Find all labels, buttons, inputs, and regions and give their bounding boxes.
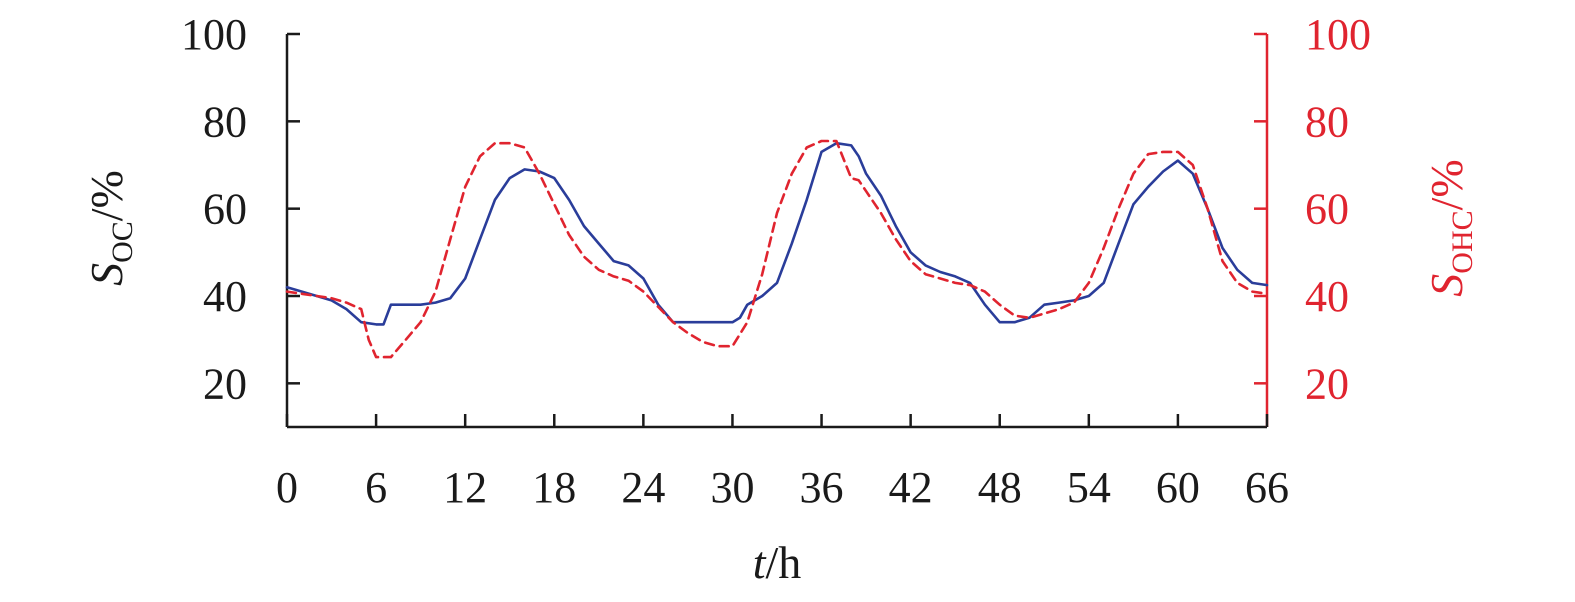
y-left-tick-label-80: 80 (203, 97, 247, 146)
x-tick-label-6: 6 (365, 463, 387, 512)
x-tick-label-30: 30 (710, 463, 754, 512)
labels-layer: 0 6 12 18 24 30 36 42 48 54 60 66 20 40 60 80 100 20 40 60 8… (181, 10, 1371, 512)
x-axis-title: t/h (753, 537, 802, 588)
y-left-title-sub: OC (106, 221, 139, 263)
x-tick-label-42: 42 (889, 463, 933, 512)
y-right-tick-label-40: 40 (1305, 272, 1349, 321)
y-right-title-main: S (1421, 274, 1472, 297)
x-tick-label-54: 54 (1067, 463, 1111, 512)
x-tick-label-12: 12 (443, 463, 487, 512)
x-title-italic: t (753, 537, 767, 588)
x-tick-label-60: 60 (1156, 463, 1200, 512)
y-right-tick-label-60: 60 (1305, 185, 1349, 234)
y-left-tick-label-40: 40 (203, 272, 247, 321)
y-left-tick-label-20: 20 (203, 359, 247, 408)
x-tick-label-18: 18 (532, 463, 576, 512)
y-left-tick-label-60: 60 (203, 185, 247, 234)
y-right-axis-title: SOHC/% (1421, 159, 1479, 296)
y-left-title-main: S (81, 263, 132, 286)
y-right-tick-label-80: 80 (1305, 97, 1349, 146)
y-left-title-unit: /% (81, 170, 132, 221)
y-left-axis-title: SOC/% (81, 170, 139, 286)
series-line-soc (285, 141, 1269, 326)
y-right-tick-label-20: 20 (1305, 359, 1349, 408)
y-right-tick-label-100: 100 (1305, 10, 1371, 59)
x-tick-label-24: 24 (621, 463, 665, 512)
y-right-title-sub: OHC (1446, 210, 1479, 273)
axes-layer (285, 32, 1269, 429)
series-layer (285, 139, 1269, 359)
x-tick-label-48: 48 (978, 463, 1022, 512)
y-left-tick-label-100: 100 (181, 10, 247, 59)
x-tick-label-0: 0 (276, 463, 298, 512)
x-tick-label-36: 36 (800, 463, 844, 512)
x-title-unit: /h (766, 537, 802, 588)
y-right-title-unit: /% (1421, 159, 1472, 210)
x-tick-label-66: 66 (1245, 463, 1289, 512)
series-line-sohc (285, 139, 1269, 359)
